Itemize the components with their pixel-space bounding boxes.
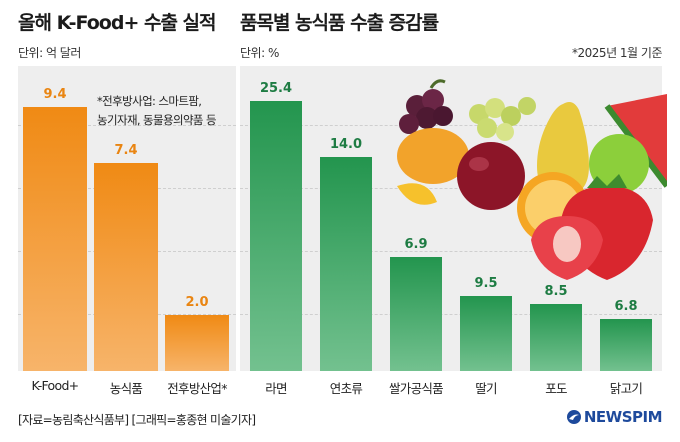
x-tick-label: 전후방산업* [167,381,227,396]
value-label: 25.4 [259,81,293,96]
bar-농식품 [94,163,158,371]
x-tick-label: 연초류 [329,381,363,396]
right-chart-title: 품목별 농식품 수출 증감률 [240,12,439,34]
bar-딸기 [460,296,512,371]
value-label: 6.8 [614,299,638,314]
newspim-logo: NEWSPIM [566,408,663,426]
value-label: 14.0 [329,137,363,152]
bar-K-Food+ [23,107,87,371]
newspim-logo-icon [566,410,581,424]
x-tick-label: K-Food+ [31,378,80,393]
fruit-illustration [397,79,667,280]
bar-전후방산업* [165,314,229,371]
footnote-rear-industry: *전후방사업: 스마트팜, 농기자재, 동물용의약품 등 [97,92,237,130]
value-label: 9.4 [43,87,67,102]
value-label: 7.4 [114,143,138,159]
newspim-logo-text: NEWSPIM [583,408,663,426]
value-label: 9.5 [474,276,498,291]
value-label: 8.5 [544,284,568,299]
green-apple-icon [589,134,649,194]
red-apple-icon [457,142,525,210]
green-grapes-icon [469,97,536,141]
gridline [240,251,662,252]
source-credit: [자료=농림축산식품부] [그래픽=홍종현 미술기자] [18,413,256,427]
x-tick-label: 농식품 [109,381,143,396]
value-label: 2.0 [185,294,209,310]
x-tick-label: 딸기 [475,381,497,396]
footnote-line: *전후방사업: 스마트팜, [97,94,202,108]
bar-연초류 [320,157,372,371]
footnote-line: 농기자재, 동물용의약품 등 [97,113,217,127]
x-tick-label: 라면 [265,381,287,396]
value-label: 6.9 [404,237,428,252]
gridline [18,125,236,126]
bar-닭고기 [600,319,652,371]
gridline [240,125,662,126]
as-of-note: *2025년 1월 기준 [572,46,662,60]
right-unit-label: 단위: % [240,46,279,60]
bar-쌀가공식품 [390,257,442,371]
dark-grapes-icon [399,79,453,134]
bar-라면 [250,101,302,371]
bar-포도 [530,304,582,371]
x-tick-label: 쌀가공식품 [388,381,444,396]
left-chart-title: 올해 K-Food+ 수출 실적 [18,12,217,34]
x-tick-label: 닭고기 [609,381,643,396]
gridline [240,188,662,189]
left-unit-label: 단위: 억 달러 [18,46,81,60]
gridline [240,314,662,315]
x-tick-label: 포도 [545,381,567,396]
mango-icon [397,128,469,184]
